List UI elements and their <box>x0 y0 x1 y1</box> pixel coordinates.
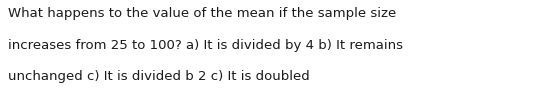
Text: unchanged c) It is divided b 2 c) It is doubled: unchanged c) It is divided b 2 c) It is … <box>8 70 310 83</box>
Text: increases from 25 to 100? a) It is divided by 4 b) It remains: increases from 25 to 100? a) It is divid… <box>8 39 403 52</box>
Text: What happens to the value of the mean if the sample size: What happens to the value of the mean if… <box>8 7 397 20</box>
